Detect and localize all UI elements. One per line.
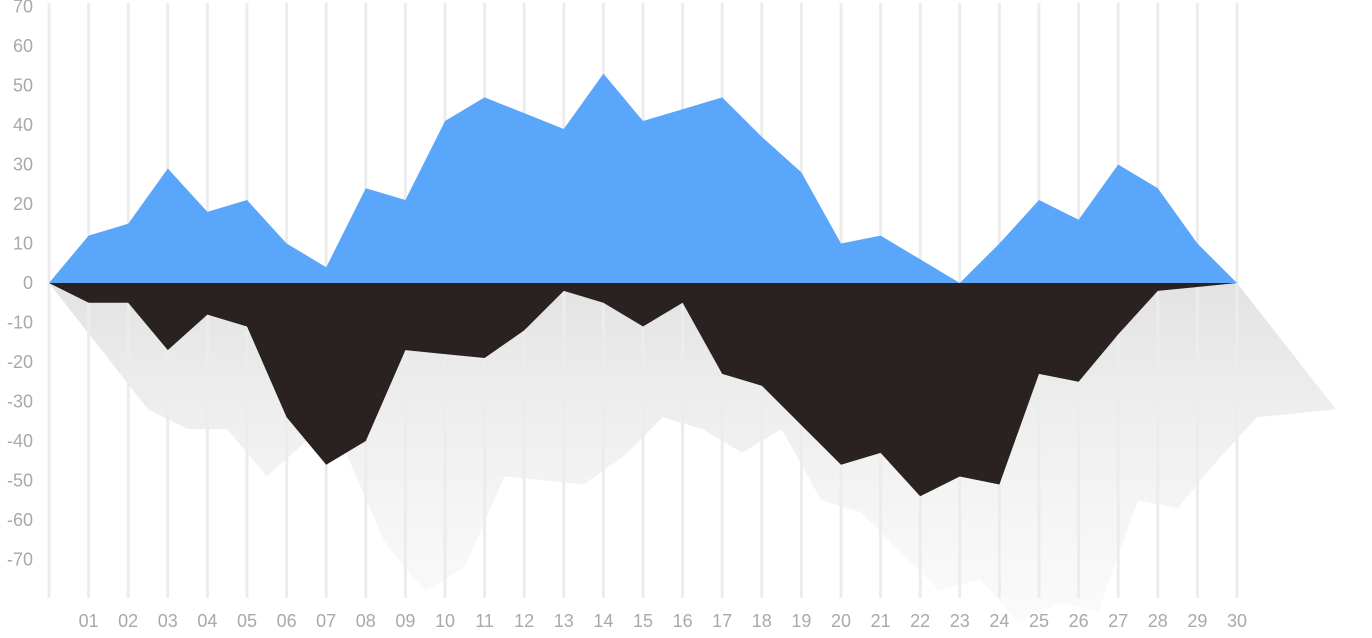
x-tick-label: 12 <box>514 611 534 631</box>
series-areas <box>49 73 1237 497</box>
x-tick-label: 10 <box>435 611 455 631</box>
area-shadow <box>49 283 1336 623</box>
x-tick-label: 02 <box>118 611 138 631</box>
x-tick-label: 16 <box>673 611 693 631</box>
y-tick-label: -70 <box>7 550 33 570</box>
x-tick-label: 25 <box>1029 611 1049 631</box>
series-negative-area <box>49 283 1237 497</box>
y-tick-label: 70 <box>13 0 33 17</box>
x-tick-label: 08 <box>356 611 376 631</box>
x-tick-label: 07 <box>316 611 336 631</box>
y-tick-label: -50 <box>7 471 33 491</box>
x-tick-label: 22 <box>910 611 930 631</box>
x-tick-label: 04 <box>197 611 217 631</box>
x-tick-label: 03 <box>158 611 178 631</box>
x-tick-label: 14 <box>593 611 613 631</box>
x-tick-label: 30 <box>1227 611 1247 631</box>
y-tick-label: 60 <box>13 36 33 56</box>
x-tick-label: 20 <box>831 611 851 631</box>
y-tick-label: -10 <box>7 313 33 333</box>
x-tick-label: 13 <box>554 611 574 631</box>
y-tick-label: 30 <box>13 155 33 175</box>
y-tick-label: 0 <box>23 273 33 293</box>
y-tick-label: 50 <box>13 76 33 96</box>
x-tick-label: 09 <box>395 611 415 631</box>
y-tick-label: -60 <box>7 510 33 530</box>
x-tick-label: 28 <box>1148 611 1168 631</box>
y-tick-label: -20 <box>7 352 33 372</box>
x-tick-label: 15 <box>633 611 653 631</box>
y-tick-label: 10 <box>13 234 33 254</box>
x-tick-label: 29 <box>1187 611 1207 631</box>
x-tick-label: 18 <box>752 611 772 631</box>
y-tick-label: 40 <box>13 115 33 135</box>
shadow-layer <box>49 283 1336 623</box>
x-tick-label: 21 <box>871 611 891 631</box>
x-tick-label: 23 <box>950 611 970 631</box>
x-tick-label: 26 <box>1069 611 1089 631</box>
x-tick-label: 01 <box>79 611 99 631</box>
y-axis-ticks: 70 60 50 40 30 20 10 0 -10 -20 -30 -40 -50 -60 -70 <box>7 0 33 570</box>
x-tick-label: 06 <box>277 611 297 631</box>
x-tick-label: 11 <box>475 611 494 631</box>
x-tick-label: 05 <box>237 611 257 631</box>
y-tick-label: -30 <box>7 392 33 412</box>
x-tick-label: 27 <box>1108 611 1128 631</box>
x-tick-label: 24 <box>989 611 1009 631</box>
series-positive-area <box>49 73 1237 284</box>
x-tick-label: 19 <box>791 611 811 631</box>
y-tick-label: -40 <box>7 431 33 451</box>
x-axis-ticks: 01 02 03 04 05 06 07 08 09 10 11 12 13 14 15 16 17 18 19 20… <box>79 611 1247 631</box>
x-tick-label: 17 <box>712 611 732 631</box>
y-tick-label: 20 <box>13 194 33 214</box>
